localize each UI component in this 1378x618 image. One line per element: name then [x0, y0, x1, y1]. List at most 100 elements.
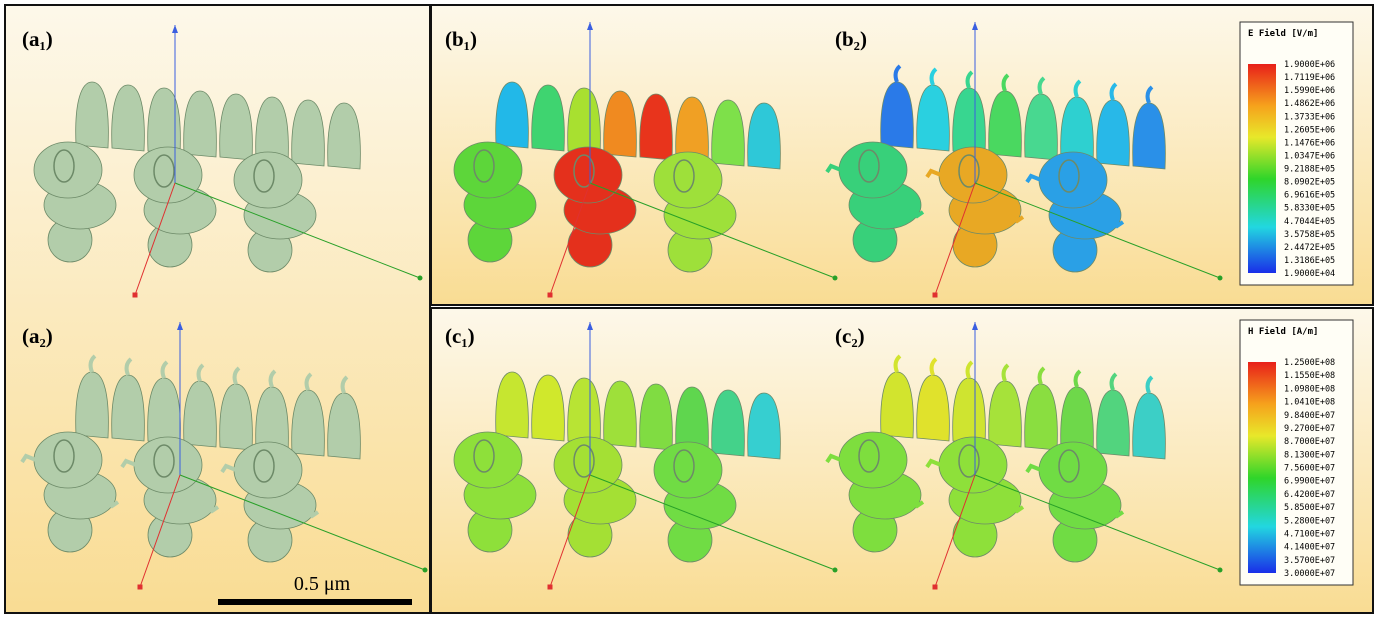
coil-back	[531, 84, 565, 152]
coil-hole	[1058, 449, 1080, 483]
panel-label: (a₂)	[22, 324, 53, 348]
axis-y	[139, 474, 181, 588]
axis-x-head	[832, 567, 838, 573]
legend-label: 1.5990E+06	[1284, 86, 1335, 96]
coil-back	[75, 81, 109, 149]
coil-back	[567, 87, 601, 155]
coil-back	[988, 90, 1022, 158]
legend-label: 5.8330E+05	[1284, 204, 1335, 214]
legends: E Field [V/m] 1.9000E+06 1.7119E+06 1.5990E…	[1239, 21, 1354, 586]
coil-hole	[253, 449, 275, 483]
legend-title: E Field [V/m]	[1248, 28, 1318, 39]
leg	[120, 458, 220, 514]
axis-z-head	[172, 25, 178, 33]
coil-front	[653, 441, 723, 499]
coil-front	[653, 151, 723, 209]
coil-hole	[473, 439, 495, 473]
coil-hole	[253, 159, 275, 193]
legend-label: 1.1476E+06	[1284, 138, 1335, 148]
axis-x	[974, 182, 1221, 279]
legend-label: 3.5758E+05	[1284, 230, 1335, 240]
tip	[88, 354, 97, 373]
coil-back	[880, 81, 914, 149]
tip	[893, 354, 902, 373]
axis-x	[174, 182, 421, 279]
legend-title: H Field [A/m]	[1248, 326, 1318, 337]
coil-hole	[473, 149, 495, 183]
axis-y	[934, 474, 976, 588]
legend-label: 8.1300E+07	[1284, 450, 1335, 460]
coil-back	[1024, 93, 1058, 161]
legend-label: 5.2800E+07	[1284, 516, 1335, 526]
leg	[825, 453, 925, 509]
leg	[20, 453, 120, 509]
axis-y	[134, 182, 176, 296]
legend-label: 6.9616E+05	[1284, 191, 1335, 201]
tip	[1037, 366, 1046, 385]
scale-bar	[218, 599, 412, 605]
tip	[160, 360, 169, 379]
tip	[929, 357, 938, 376]
coil-back	[747, 392, 781, 460]
coil-back	[603, 90, 637, 158]
legend-label: 1.3186E+05	[1284, 256, 1335, 266]
legend-label: 4.1400E+07	[1284, 543, 1335, 553]
axis-x	[179, 474, 426, 571]
axis-y-head	[932, 292, 938, 298]
coil-back	[291, 99, 325, 167]
coil-back	[219, 93, 253, 161]
tip	[1073, 79, 1082, 98]
coil-back	[75, 371, 109, 439]
coil-hole	[573, 154, 595, 188]
axis-z-head	[587, 22, 593, 30]
coil-hole	[858, 149, 880, 183]
coil-back	[111, 374, 145, 442]
coil-hole	[153, 444, 175, 478]
legend-label: 1.0347E+06	[1284, 151, 1335, 161]
coil-hole	[573, 444, 595, 478]
coil-back	[988, 380, 1022, 448]
coil-front	[453, 431, 523, 489]
coil-back	[880, 371, 914, 439]
legend-label: 3.0000E+07	[1284, 569, 1335, 579]
coil-back	[1060, 386, 1094, 454]
leg	[925, 168, 1025, 224]
coil-back	[1060, 96, 1094, 164]
axis-z-head	[972, 22, 978, 30]
coil-back	[711, 99, 745, 167]
panel-label: (b₂)	[835, 27, 867, 51]
tip	[1109, 82, 1118, 101]
coil-hole	[153, 154, 175, 188]
legend-label: 4.7044E+05	[1284, 217, 1335, 227]
coil-back	[255, 386, 289, 454]
legend-label: 7.5600E+07	[1284, 464, 1335, 474]
coil-back	[495, 371, 529, 439]
coil-hole	[858, 439, 880, 473]
axis-x	[974, 474, 1221, 571]
tip	[1001, 73, 1010, 92]
axis-y-head	[932, 584, 938, 590]
coil-back	[111, 84, 145, 152]
axis-z-head	[972, 322, 978, 330]
leg	[1025, 173, 1125, 229]
coil-back	[531, 374, 565, 442]
axis-x	[589, 182, 836, 279]
coil-back	[183, 90, 217, 158]
tip	[1145, 375, 1154, 394]
coil-back	[495, 81, 529, 149]
panel-label: (c₁)	[445, 324, 475, 348]
coil-hole	[673, 449, 695, 483]
legend-label: 1.4862E+06	[1284, 99, 1335, 109]
axis-y	[549, 182, 591, 296]
coil-back	[639, 93, 673, 161]
tip	[929, 67, 938, 86]
coil-back	[255, 96, 289, 164]
legend-label: 1.7119E+06	[1284, 73, 1335, 83]
coil-back	[327, 102, 361, 170]
scale-label: 0.5 μm	[294, 573, 351, 595]
coil-back	[183, 380, 217, 448]
panel-label: (c₂)	[835, 324, 865, 348]
models	[20, 22, 1223, 590]
axis-z-head	[177, 322, 183, 330]
coil-back	[219, 383, 253, 451]
